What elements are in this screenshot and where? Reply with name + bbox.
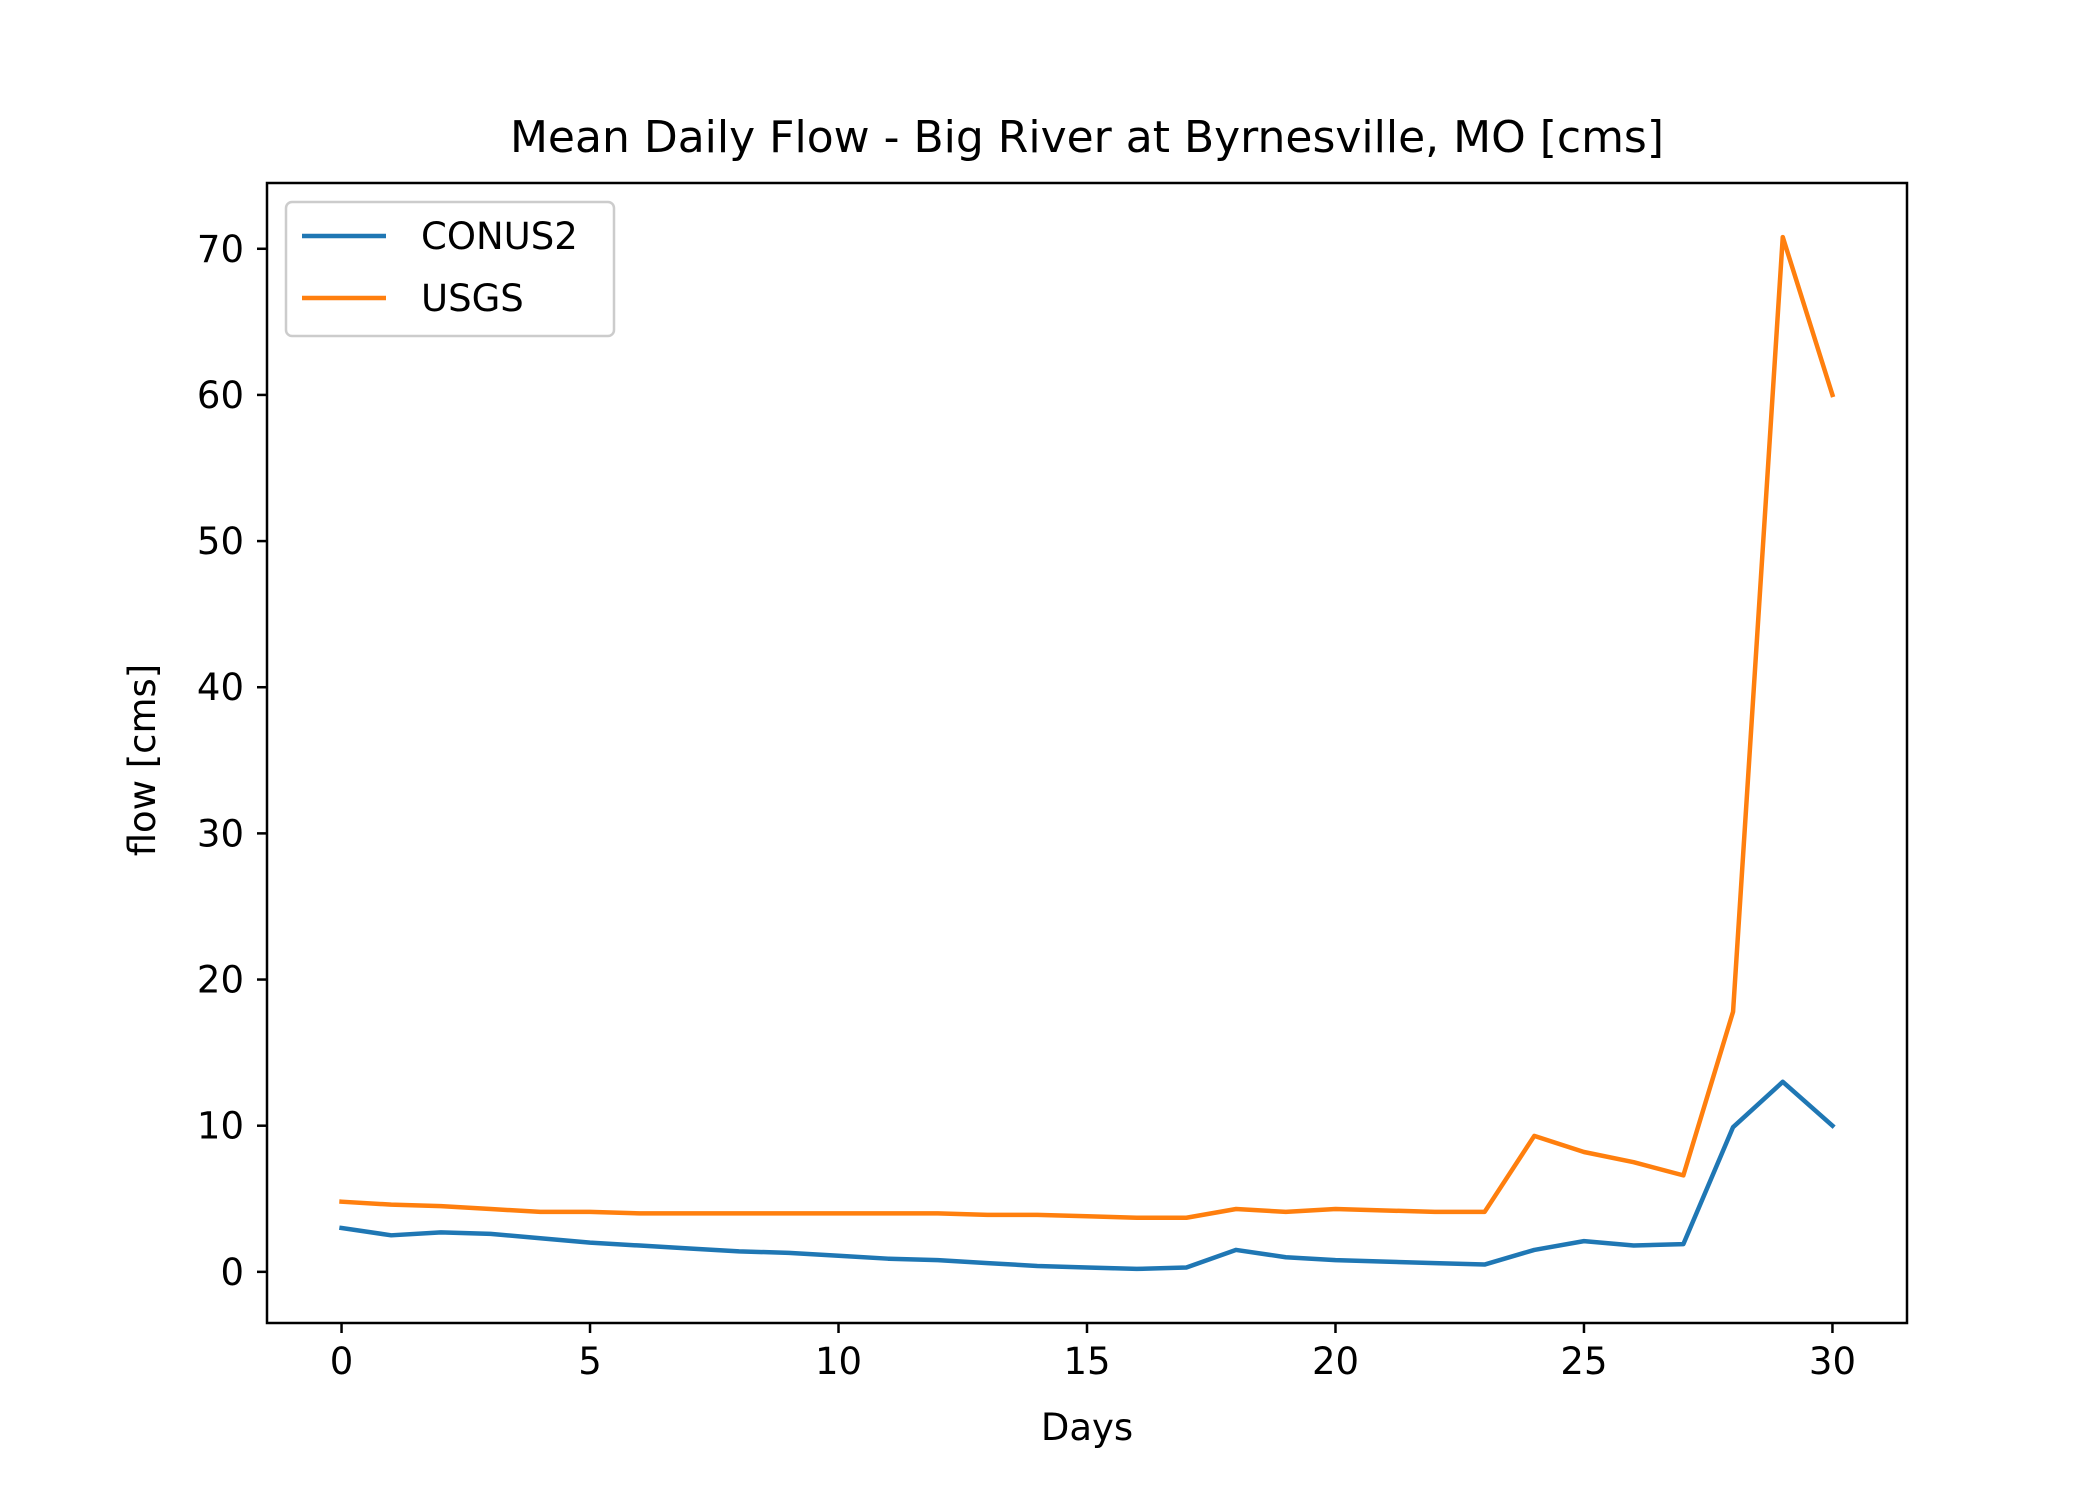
x-tick-label: 25 xyxy=(1560,1340,1607,1383)
axis-ticks: 0 5 10 15 20 25 30 0 10 20 30 40 50 60 70 xyxy=(197,228,1856,1383)
series-lines xyxy=(338,234,1836,1272)
x-tick-label: 10 xyxy=(815,1340,862,1383)
series-line-conus2 xyxy=(338,1079,1836,1272)
y-tick-label: 10 xyxy=(197,1105,244,1148)
y-tick-label: 0 xyxy=(220,1251,244,1294)
series-line-usgs xyxy=(339,234,1836,1221)
legend-label-usgs: USGS xyxy=(421,277,524,320)
x-tick-label: 15 xyxy=(1063,1340,1110,1383)
y-tick-label: 30 xyxy=(197,812,244,855)
y-tick-label: 50 xyxy=(197,520,244,563)
x-tick-label: 5 xyxy=(578,1340,602,1383)
x-tick-label: 20 xyxy=(1312,1340,1359,1383)
legend-label-conus2: CONUS2 xyxy=(421,215,578,258)
y-tick-label: 40 xyxy=(197,666,244,709)
legend: CONUS2 USGS xyxy=(284,200,616,338)
chart-title: Mean Daily Flow - Big River at Byrnesvil… xyxy=(510,112,1664,163)
y-tick-label: 60 xyxy=(197,374,244,417)
y-axis-label: flow [cms] xyxy=(121,664,164,857)
x-tick-label: 0 xyxy=(330,1340,354,1383)
plot-frame xyxy=(265,181,1909,1325)
y-tick-label: 20 xyxy=(197,959,244,1002)
x-axis-label: Days xyxy=(1041,1406,1133,1449)
y-tick-label: 70 xyxy=(197,228,244,271)
x-tick-label: 30 xyxy=(1809,1340,1856,1383)
